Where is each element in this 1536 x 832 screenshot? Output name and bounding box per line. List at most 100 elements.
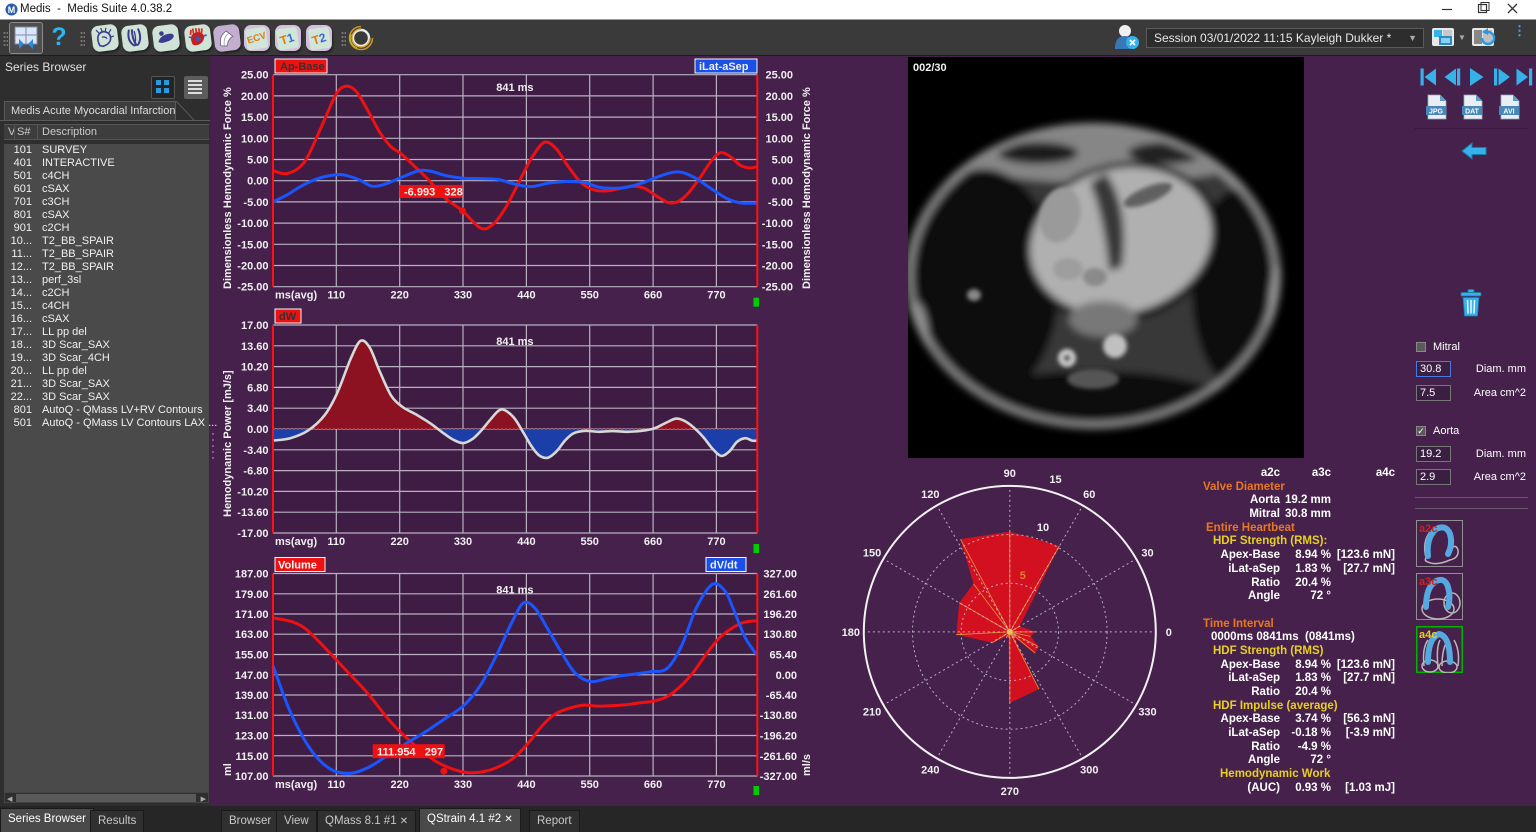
- svg-text:261.60: 261.60: [763, 589, 797, 601]
- svg-text:123.00: 123.00: [235, 731, 269, 743]
- svg-text:25.00: 25.00: [765, 70, 793, 82]
- svg-text:ms(avg): ms(avg): [275, 290, 318, 302]
- svg-text:10.00: 10.00: [765, 133, 793, 145]
- svg-text:-5.00: -5.00: [243, 197, 268, 209]
- svg-text:Ap-Base: Ap-Base: [280, 61, 325, 73]
- svg-text:Volume: Volume: [278, 560, 317, 572]
- svg-text:330: 330: [454, 290, 472, 302]
- svg-text:15: 15: [1049, 474, 1061, 486]
- svg-text:3.40: 3.40: [247, 403, 268, 415]
- svg-text:120: 120: [921, 489, 939, 501]
- svg-text:660: 660: [644, 779, 662, 791]
- svg-text:30: 30: [1141, 547, 1153, 559]
- svg-text:M: M: [8, 5, 16, 15]
- svg-text:187.00: 187.00: [235, 569, 269, 581]
- svg-text:220: 220: [391, 779, 409, 791]
- svg-text:-65.40: -65.40: [766, 690, 797, 702]
- svg-text:115.00: 115.00: [235, 751, 268, 763]
- svg-text:155.00: 155.00: [235, 650, 269, 662]
- svg-text:dV/dt: dV/dt: [710, 560, 738, 572]
- svg-text:ml/s: ml/s: [801, 754, 813, 776]
- svg-text:660: 660: [644, 536, 662, 548]
- svg-text:-130.80: -130.80: [760, 710, 797, 722]
- svg-text:-10.00: -10.00: [237, 218, 268, 230]
- svg-text:210: 210: [863, 706, 881, 718]
- svg-text:110: 110: [327, 779, 345, 791]
- svg-text:ms(avg): ms(avg): [275, 536, 318, 548]
- svg-text:270: 270: [1001, 786, 1019, 798]
- svg-text:-10.00: -10.00: [762, 218, 793, 230]
- svg-text:330: 330: [454, 779, 472, 791]
- svg-text:841 ms: 841 ms: [496, 336, 533, 348]
- svg-text:0.00: 0.00: [772, 176, 793, 188]
- svg-text:0.00: 0.00: [247, 424, 268, 436]
- svg-text:770: 770: [707, 536, 725, 548]
- svg-text:330: 330: [454, 536, 472, 548]
- svg-text:10: 10: [1037, 522, 1049, 534]
- svg-text:a2c: a2c: [1419, 523, 1437, 535]
- svg-text:-6.993 328: -6.993 328: [404, 187, 463, 199]
- svg-text:0.00: 0.00: [247, 176, 268, 188]
- svg-text:-20.00: -20.00: [237, 261, 268, 273]
- svg-text:iLat-aSep: iLat-aSep: [699, 61, 749, 73]
- svg-text:179.00: 179.00: [235, 589, 269, 601]
- svg-text:0: 0: [1166, 627, 1172, 639]
- svg-text:220: 220: [391, 536, 409, 548]
- svg-text:550: 550: [581, 779, 599, 791]
- svg-text:440: 440: [517, 779, 535, 791]
- svg-text:6.80: 6.80: [247, 382, 268, 394]
- svg-text:a3c: a3c: [1419, 576, 1437, 588]
- svg-text:300: 300: [1080, 765, 1098, 777]
- svg-text:20.00: 20.00: [765, 91, 793, 103]
- svg-text:110: 110: [327, 536, 345, 548]
- svg-text:5.00: 5.00: [247, 155, 268, 167]
- svg-text:770: 770: [707, 290, 725, 302]
- svg-text:130.80: 130.80: [763, 629, 797, 641]
- svg-text:-327.00: -327.00: [760, 771, 797, 783]
- svg-text:0.00: 0.00: [776, 670, 797, 682]
- svg-text:131.00: 131.00: [235, 710, 269, 722]
- svg-text:327.00: 327.00: [763, 569, 797, 581]
- svg-text:-5.00: -5.00: [768, 197, 793, 209]
- svg-text:13.60: 13.60: [241, 341, 269, 353]
- svg-text:841 ms: 841 ms: [496, 82, 533, 94]
- svg-text:-25.00: -25.00: [762, 282, 793, 294]
- svg-text:-10.20: -10.20: [237, 486, 268, 498]
- svg-text:90: 90: [1004, 468, 1016, 480]
- svg-text:147.00: 147.00: [235, 670, 269, 682]
- svg-text:440: 440: [517, 536, 535, 548]
- svg-text:163.00: 163.00: [235, 629, 269, 641]
- svg-text:-17.00: -17.00: [237, 528, 268, 540]
- svg-text:-15.00: -15.00: [237, 239, 268, 251]
- svg-text:171.00: 171.00: [235, 609, 269, 621]
- svg-text:5.00: 5.00: [772, 155, 793, 167]
- svg-text:17.00: 17.00: [241, 320, 269, 332]
- svg-text:196.20: 196.20: [763, 609, 797, 621]
- svg-text:-6.80: -6.80: [243, 466, 268, 478]
- svg-text:15.00: 15.00: [765, 112, 793, 124]
- svg-text:-196.20: -196.20: [760, 731, 797, 743]
- svg-text:139.00: 139.00: [235, 690, 269, 702]
- svg-text:Dimensionless Hemodynamic Forc: Dimensionless Hemodynamic Force %: [222, 87, 234, 289]
- svg-text:107.00: 107.00: [235, 771, 269, 783]
- svg-text:60: 60: [1083, 489, 1095, 501]
- svg-text:10.20: 10.20: [241, 362, 269, 374]
- svg-text:660: 660: [644, 290, 662, 302]
- svg-text:ml: ml: [222, 763, 234, 776]
- svg-text:5: 5: [1020, 570, 1026, 582]
- svg-text:002/30: 002/30: [913, 62, 947, 74]
- svg-text:110: 110: [327, 290, 345, 302]
- svg-text:330: 330: [1138, 706, 1156, 718]
- svg-text:10.00: 10.00: [241, 133, 269, 145]
- svg-text:25.00: 25.00: [241, 70, 269, 82]
- svg-text:240: 240: [921, 765, 939, 777]
- svg-text:JPG: JPG: [1429, 109, 1444, 116]
- svg-text:Hemodynamic Power [mJ/s]: Hemodynamic Power [mJ/s]: [222, 370, 234, 517]
- svg-text:841 ms: 841 ms: [496, 585, 533, 597]
- svg-text:65.40: 65.40: [769, 650, 797, 662]
- svg-text:-25.00: -25.00: [237, 282, 268, 294]
- svg-text:-261.60: -261.60: [760, 751, 797, 763]
- svg-text:DAT: DAT: [1465, 109, 1480, 116]
- svg-text:440: 440: [517, 290, 535, 302]
- svg-text:a4c: a4c: [1419, 629, 1437, 641]
